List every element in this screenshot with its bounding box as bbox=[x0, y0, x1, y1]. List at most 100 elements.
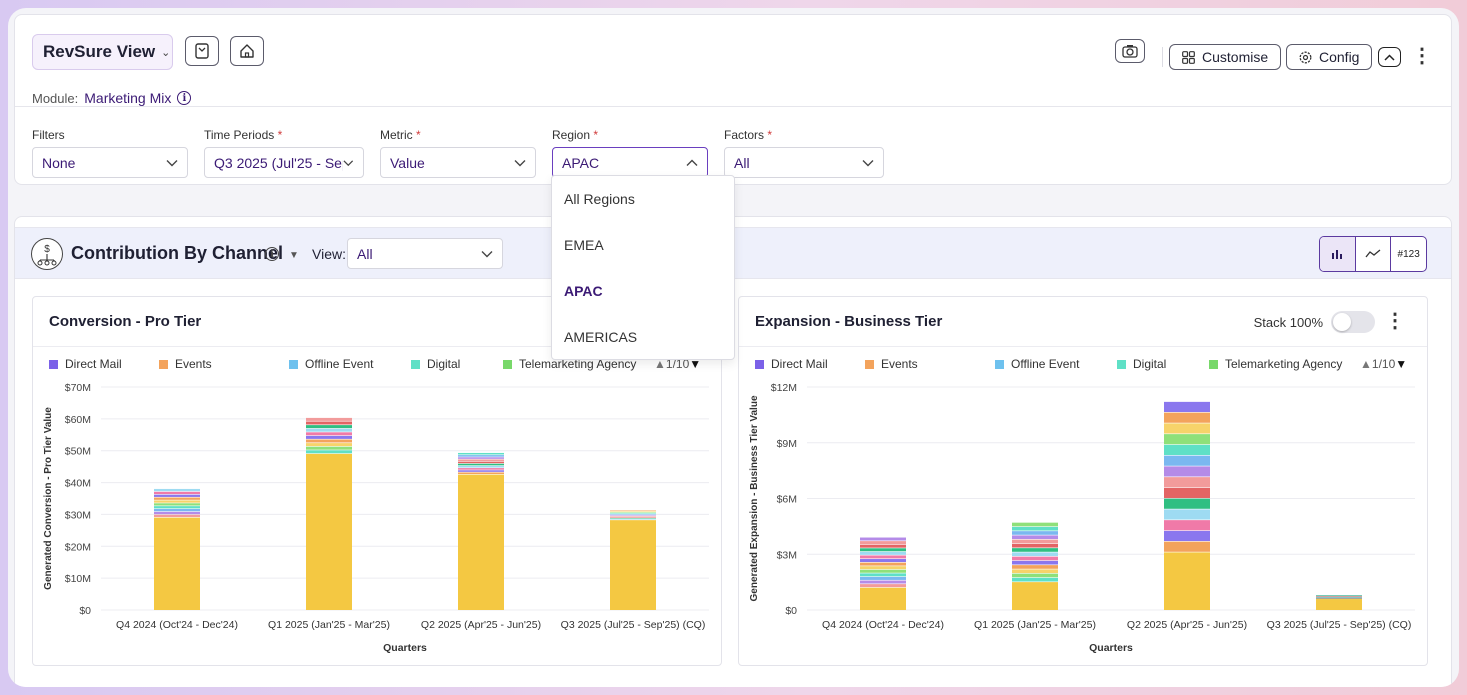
bar-segment[interactable] bbox=[154, 500, 200, 503]
caret-down-icon[interactable]: ▼ bbox=[289, 250, 299, 261]
more-options-icon[interactable]: ⋮ bbox=[1385, 310, 1405, 332]
legend-pager[interactable]: ▲1/10▼ bbox=[1360, 357, 1408, 371]
bar-segment[interactable] bbox=[610, 518, 656, 519]
legend-pager[interactable]: ▲1/10▼ bbox=[654, 357, 702, 371]
info-icon[interactable]: i bbox=[177, 91, 192, 105]
bar-segment[interactable] bbox=[1164, 552, 1210, 610]
legend-item[interactable]: Digital bbox=[411, 357, 460, 371]
collapse-button[interactable] bbox=[1378, 47, 1401, 67]
bar-segment[interactable] bbox=[306, 446, 352, 450]
bar-segment[interactable] bbox=[306, 439, 352, 443]
home-button[interactable] bbox=[230, 36, 264, 66]
legend-item[interactable]: Telemarketing Agency bbox=[503, 357, 636, 371]
bar-segment[interactable] bbox=[1316, 595, 1362, 597]
toggle-switch[interactable] bbox=[1331, 311, 1375, 333]
bar-segment[interactable] bbox=[860, 555, 906, 559]
bar-segment[interactable] bbox=[458, 472, 504, 475]
bar-segment[interactable] bbox=[1012, 573, 1058, 578]
bar-segment[interactable] bbox=[610, 513, 656, 514]
bar-segment[interactable] bbox=[860, 559, 906, 563]
bar-segment[interactable] bbox=[1164, 423, 1210, 434]
bar-segment[interactable] bbox=[1316, 595, 1362, 596]
bar-segment[interactable] bbox=[1012, 582, 1058, 610]
bar-segment[interactable] bbox=[860, 573, 906, 577]
bar-segment[interactable] bbox=[306, 453, 352, 610]
bar-segment[interactable] bbox=[458, 468, 504, 470]
bar-segment[interactable] bbox=[1316, 595, 1362, 596]
legend-item[interactable]: Telemarketing Agency bbox=[1209, 357, 1342, 371]
bar-segment[interactable] bbox=[1012, 577, 1058, 582]
bar-segment[interactable] bbox=[610, 511, 656, 512]
bar-segment[interactable] bbox=[1316, 596, 1362, 598]
bar-segment[interactable] bbox=[458, 452, 504, 455]
bar-segment[interactable] bbox=[154, 506, 200, 509]
legend-item[interactable]: Events bbox=[159, 357, 212, 371]
legend-item[interactable]: Offline Event bbox=[995, 357, 1079, 371]
bar-segment[interactable] bbox=[860, 548, 906, 552]
more-options-icon[interactable]: ⋮ bbox=[1412, 45, 1432, 67]
bar-segment[interactable] bbox=[860, 544, 906, 548]
bar-segment[interactable] bbox=[306, 417, 352, 421]
bar-segment[interactable] bbox=[610, 520, 656, 610]
bar-segment[interactable] bbox=[1316, 598, 1362, 599]
bar-segment[interactable] bbox=[1012, 548, 1058, 552]
bar-segment[interactable] bbox=[1316, 598, 1362, 600]
bar-segment[interactable] bbox=[610, 517, 656, 518]
bookmark-button[interactable] bbox=[185, 36, 219, 66]
bar-segment[interactable] bbox=[610, 516, 656, 517]
bar-segment[interactable] bbox=[1316, 597, 1362, 598]
bar-segment[interactable] bbox=[1012, 552, 1058, 557]
bar-segment[interactable] bbox=[1164, 541, 1210, 552]
filters-select[interactable]: None bbox=[32, 147, 188, 178]
bar-segment[interactable] bbox=[154, 514, 200, 518]
legend-item[interactable]: Direct Mail bbox=[49, 357, 122, 371]
bar-segment[interactable] bbox=[154, 509, 200, 512]
bar-segment[interactable] bbox=[154, 497, 200, 500]
bar-segment[interactable] bbox=[610, 519, 656, 520]
bar-segment[interactable] bbox=[1164, 477, 1210, 488]
bar-segment[interactable] bbox=[610, 515, 656, 516]
legend-item[interactable]: Offline Event bbox=[289, 357, 373, 371]
bar-segment[interactable] bbox=[860, 576, 906, 580]
bar-segment[interactable] bbox=[1164, 509, 1210, 520]
bar-segment[interactable] bbox=[1012, 560, 1058, 565]
bar-segment[interactable] bbox=[1316, 598, 1362, 610]
bar-segment[interactable] bbox=[1164, 455, 1210, 466]
bar-segment[interactable] bbox=[306, 421, 352, 425]
bar-segment[interactable] bbox=[1164, 412, 1210, 423]
bar-segment[interactable] bbox=[1316, 596, 1362, 597]
bar-segment[interactable] bbox=[860, 566, 906, 570]
bar-segment[interactable] bbox=[1316, 598, 1362, 599]
region-option-americas[interactable]: AMERICAS bbox=[564, 329, 638, 345]
bar-segment[interactable] bbox=[860, 537, 906, 541]
bar-segment[interactable] bbox=[1316, 597, 1362, 599]
config-button[interactable]: Config bbox=[1286, 44, 1373, 70]
bar-segment[interactable] bbox=[1012, 556, 1058, 561]
bar-segment[interactable] bbox=[458, 465, 504, 468]
bar-segment[interactable] bbox=[154, 511, 200, 515]
bar-segment[interactable] bbox=[306, 435, 352, 439]
bar-segment[interactable] bbox=[458, 455, 504, 457]
bar-segment[interactable] bbox=[1012, 535, 1058, 540]
bar-segment[interactable] bbox=[1012, 531, 1058, 535]
bar-segment[interactable] bbox=[306, 425, 352, 429]
bar-segment[interactable] bbox=[860, 584, 906, 588]
info-icon[interactable]: i bbox=[265, 247, 279, 261]
bar-segment[interactable] bbox=[154, 517, 200, 610]
factors-select[interactable]: All bbox=[724, 147, 884, 178]
bar-segment[interactable] bbox=[860, 569, 906, 573]
bar-segment[interactable] bbox=[458, 461, 504, 464]
region-option-all[interactable]: All Regions bbox=[564, 191, 635, 207]
region-option-apac[interactable]: APAC bbox=[564, 283, 603, 299]
bar-segment[interactable] bbox=[306, 443, 352, 447]
bar-segment[interactable] bbox=[458, 474, 504, 610]
bar-segment[interactable] bbox=[1164, 434, 1210, 445]
legend-item[interactable]: Events bbox=[865, 357, 918, 371]
view-selector[interactable]: RevSure View ⌄ bbox=[32, 34, 173, 70]
bar-segment[interactable] bbox=[1012, 522, 1058, 527]
bar-segment[interactable] bbox=[1012, 526, 1058, 531]
bar-segment[interactable] bbox=[154, 494, 200, 497]
bar-segment[interactable] bbox=[458, 470, 504, 472]
bar-segment[interactable] bbox=[306, 428, 352, 432]
bar-segment[interactable] bbox=[1164, 444, 1210, 456]
